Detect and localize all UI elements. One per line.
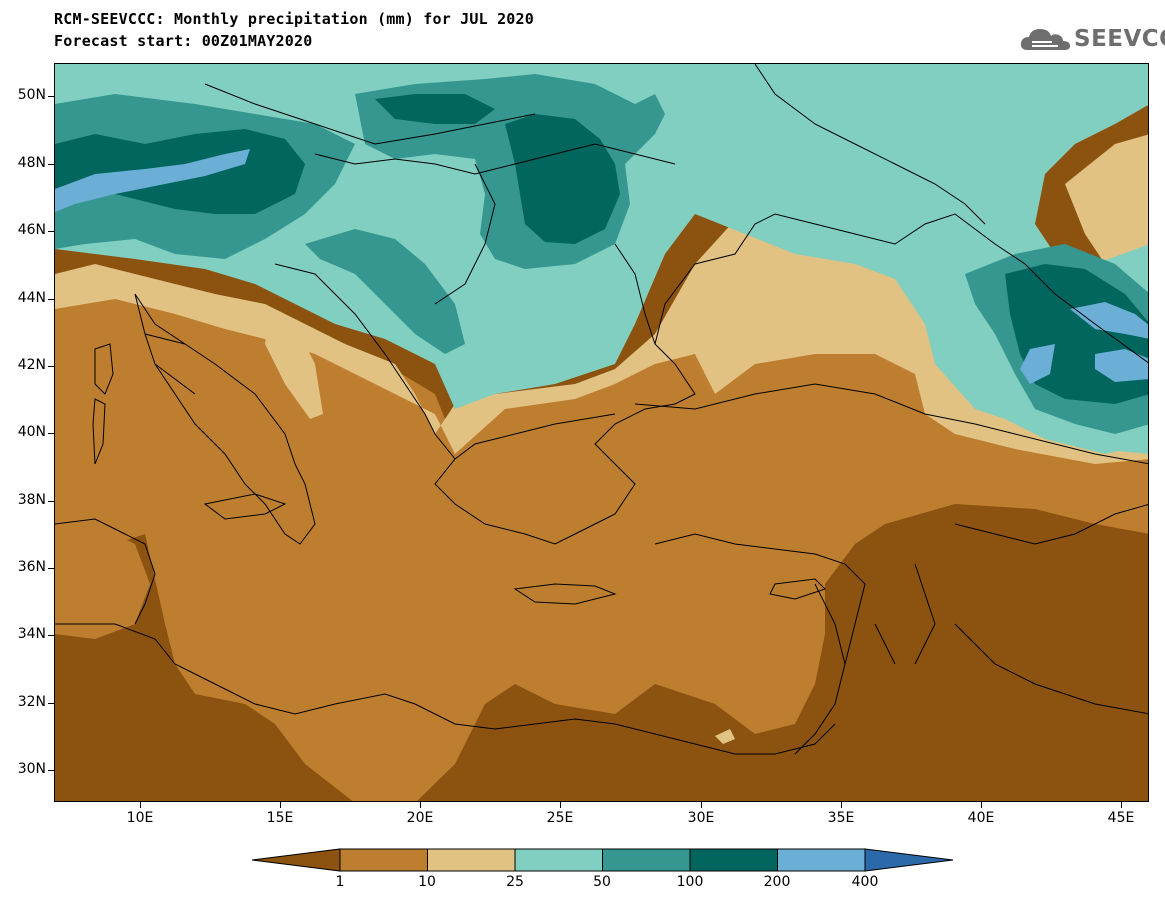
lon-label-25e: 25E xyxy=(546,810,574,826)
lat-label-40n: 40N xyxy=(17,424,46,440)
precip-band-10-25-italy xyxy=(265,309,323,419)
lon-label-10e: 10E xyxy=(126,810,154,826)
lon-label-30e: 30E xyxy=(687,810,715,826)
colorbar-label-400: 400 xyxy=(851,874,879,890)
lat-label-38n: 38N xyxy=(17,492,46,508)
lat-label-42n: 42N xyxy=(17,357,46,373)
colorbar-segment-1-10 xyxy=(339,848,428,872)
lon-label-45e: 45E xyxy=(1107,810,1135,826)
colorbar xyxy=(251,848,954,872)
lat-label-32n: 32N xyxy=(17,694,46,710)
colorbar-segment-10-25 xyxy=(427,848,516,872)
coastlines xyxy=(55,64,1148,755)
colorbar-segment-lt1 xyxy=(251,848,341,872)
precip-band-10-25-sinai xyxy=(715,729,735,744)
lat-tick xyxy=(48,568,54,569)
lat-label-44n: 44N xyxy=(17,290,46,306)
cloud-logo-icon xyxy=(1020,29,1070,50)
lat-tick xyxy=(48,299,54,300)
logo-text: SEEVCCC xyxy=(1074,26,1165,52)
lat-tick xyxy=(48,433,54,434)
lon-tick xyxy=(981,802,982,808)
colorbar-label-50: 50 xyxy=(593,874,611,890)
lon-label-35e: 35E xyxy=(827,810,855,826)
colorbar-segment-50-100 xyxy=(602,848,691,872)
lat-label-46n: 46N xyxy=(17,222,46,238)
lat-tick xyxy=(48,501,54,502)
lat-tick xyxy=(48,770,54,771)
forecast-start-label: Forecast start: 00Z01MAY2020 xyxy=(54,32,313,50)
lat-tick xyxy=(48,96,54,97)
lat-label-48n: 48N xyxy=(17,155,46,171)
lat-label-36n: 36N xyxy=(17,559,46,575)
lat-tick xyxy=(48,366,54,367)
precip-band-100-200-tatra xyxy=(375,94,495,124)
lon-tick xyxy=(701,802,702,808)
lat-tick xyxy=(48,635,54,636)
lat-label-30n: 30N xyxy=(17,761,46,777)
precip-band-200-400-caucasus-3 xyxy=(1095,349,1148,382)
colorbar-label-25: 25 xyxy=(506,874,524,890)
lon-tick xyxy=(841,802,842,808)
colorbar-label-100: 100 xyxy=(676,874,704,890)
lon-tick xyxy=(280,802,281,808)
precip-band-200-400-caucasus-2 xyxy=(1020,344,1055,384)
lon-tick xyxy=(560,802,561,808)
colorbar-segment-25-50 xyxy=(514,848,603,872)
precip-band-200-400-alps xyxy=(55,149,250,212)
colorbar-segment-gt400 xyxy=(864,848,954,872)
precipitation-map xyxy=(54,63,1149,802)
precip-band-100-200-carpathians xyxy=(505,114,620,244)
precip-band-200-400-caucasus xyxy=(1070,302,1148,339)
colorbar-segment-100-200 xyxy=(689,848,778,872)
lon-label-40e: 40E xyxy=(967,810,995,826)
seevccc-logo: SEEVCCC xyxy=(1018,22,1165,56)
lat-tick xyxy=(48,703,54,704)
lon-label-15e: 15E xyxy=(266,810,294,826)
colorbar-label-1: 1 xyxy=(335,874,345,890)
map-title: RCM-SEEVCCC: Monthly precipitation (mm) … xyxy=(54,10,534,28)
colorbar-label-200: 200 xyxy=(763,874,791,890)
precip-band-1-10 xyxy=(55,234,1148,801)
lat-label-50n: 50N xyxy=(17,87,46,103)
precip-band-50-100-balkan xyxy=(305,229,465,354)
colorbar-segment-200-400 xyxy=(777,848,866,872)
precip-band-1-10-africa xyxy=(55,524,150,639)
lon-tick xyxy=(420,802,421,808)
lat-tick xyxy=(48,164,54,165)
lon-tick xyxy=(140,802,141,808)
lat-tick xyxy=(48,231,54,232)
lat-label-34n: 34N xyxy=(17,626,46,642)
lon-tick xyxy=(1121,802,1122,808)
colorbar-label-10: 10 xyxy=(418,874,436,890)
lon-label-20e: 20E xyxy=(406,810,434,826)
